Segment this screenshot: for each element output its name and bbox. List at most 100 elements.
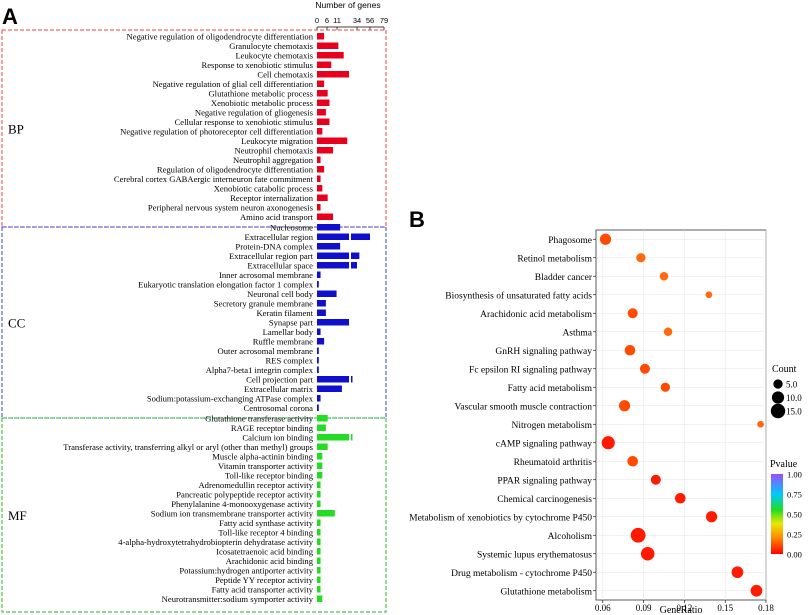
group-bp: BP Negative regulation of oligodendrocyte…: [1, 29, 387, 228]
count-legend-dot: [770, 403, 786, 419]
term-label: Neutrophil chemotaxis: [234, 146, 313, 156]
term-label: Outer acrosomal membrane: [218, 346, 314, 356]
term-bar: [317, 357, 319, 364]
term-label: Glutathione metabolic process: [208, 89, 313, 99]
pvalue-colorbar: [771, 474, 783, 554]
count-legend-label: 5.0: [786, 380, 798, 390]
term-label: Drug metabolism - cytochrome P450: [451, 569, 592, 579]
term-label: Xenobiotic catabolic process: [214, 184, 314, 194]
term-bar: [317, 243, 341, 250]
term-bar: [317, 586, 321, 593]
term-label: Granulocyte chemotaxis: [229, 41, 313, 51]
term-label: Peripheral nervous system neuron axonoge…: [148, 203, 314, 213]
term-bar: [317, 557, 321, 564]
term-label: Fatty acid metabolism: [508, 384, 593, 394]
term-label: Leukocyte migration: [241, 136, 314, 146]
term-bar: [317, 213, 334, 220]
term-bar: [317, 443, 328, 450]
panel-a-letter: A: [2, 4, 18, 29]
data-point: [706, 511, 718, 523]
count-legend-dot: [771, 391, 785, 404]
term-bar: [317, 194, 328, 201]
count-legend-dot: [773, 379, 783, 389]
term-label: RES complex: [265, 356, 313, 366]
term-label: Negative regulation of glial cell differ…: [153, 79, 314, 89]
group-label: MF: [8, 508, 27, 523]
top-axis-tick-label: 11: [333, 16, 341, 25]
term-label: Toll-like receptor binding: [225, 471, 314, 481]
term-label: Negative regulation of gliogenesis: [195, 108, 314, 118]
term-bar: [317, 472, 323, 479]
term-bar: [317, 52, 344, 59]
group-label: CC: [8, 316, 25, 331]
term-label: Negative regulation of photoreceptor cel…: [120, 127, 314, 137]
term-label: Phagosome: [548, 236, 592, 246]
term-bar: [317, 147, 334, 154]
term-bar: [317, 576, 321, 583]
term-label: Cell chemotaxis: [257, 70, 313, 80]
term-label: Arachidonic acid binding: [226, 556, 314, 566]
term-label: Rheumatoid arthritis: [514, 458, 593, 468]
term-bar: [317, 434, 350, 441]
term-bar: [317, 519, 321, 526]
term-label: Transferase activity, transferring alkyl…: [63, 442, 313, 452]
x-tick-label: 0.06: [595, 603, 611, 613]
term-label: Cerebral cortex GABAergic interneuron fa…: [114, 174, 314, 184]
term-bar: [317, 529, 321, 536]
term-bar: [317, 80, 325, 87]
data-point: [750, 584, 763, 597]
term-bar: [317, 109, 326, 116]
term-label: Chemical carcinogenesis: [497, 495, 592, 505]
panel-a-top-axis: 0 6 11 34 56 79: [315, 16, 388, 30]
term-label: Keratin filament: [256, 308, 313, 318]
term-label: Toll-like receptor 4 binding: [218, 528, 313, 538]
term-label: Inner acrosomal membrane: [219, 270, 313, 280]
term-label: Nitrogen metabolism: [512, 421, 593, 431]
panel-a-groups: BP Negative regulation of oligodendrocyte…: [1, 29, 387, 613]
term-bar: [317, 271, 321, 278]
term-label: Asthma: [562, 328, 592, 338]
colorbar-tick-label: 1.00: [787, 470, 802, 480]
term-label: Amino acid transport: [240, 212, 314, 222]
term-label: Nucleosome: [270, 223, 313, 233]
term-bar: [317, 328, 321, 335]
term-bar: [317, 347, 319, 354]
colorbar-tick-label: 0.00: [787, 550, 802, 560]
data-point: [731, 566, 744, 579]
term-label: Sodium ion transmembrane transporter act…: [151, 509, 314, 519]
term-label: Fatty acid transporter activity: [212, 585, 314, 595]
top-axis-tick-label: 56: [366, 16, 374, 25]
term-label: Eukaryotic translation elongation factor…: [138, 280, 314, 290]
colorbar-tick-label: 0.25: [787, 530, 802, 540]
data-point: [627, 308, 638, 319]
term-label: GnRH signaling pathway: [495, 347, 592, 357]
data-point: [639, 363, 650, 374]
term-bar: [317, 404, 319, 411]
term-bar: [317, 319, 350, 326]
term-label: Extracellular matrix: [244, 384, 314, 394]
term-label: Bladder cancer: [535, 273, 593, 283]
term-label: Xenobiotic metabolic process: [211, 98, 314, 108]
count-legend-title: Count: [772, 364, 797, 375]
term-label: Response to xenobiotic stimulus: [202, 60, 314, 70]
count-legend-label: 15.0: [786, 407, 802, 417]
term-label: RAGE receptor binding: [231, 423, 314, 433]
data-point: [636, 253, 646, 263]
panel-b-letter: B: [409, 207, 425, 232]
term-label: Vascular smooth muscle contraction: [455, 402, 593, 412]
term-label: Adrenomedullin receptor activity: [198, 480, 313, 490]
term-bar: [317, 510, 335, 517]
term-bar: [317, 290, 337, 297]
term-bar: [317, 61, 332, 68]
data-point: [601, 436, 615, 450]
term-label: Glutathione metabolism: [500, 587, 592, 597]
term-bar: [317, 366, 319, 373]
term-label: Negative regulation of oligodendrocyte d…: [127, 32, 314, 42]
term-bar: [317, 156, 321, 163]
term-bar: [317, 538, 321, 545]
pvalue-legend-title: Pvalue: [770, 459, 798, 470]
colorbar-tick-label: 0.75: [787, 490, 802, 500]
term-bar: [317, 309, 326, 316]
term-label: Receptor internalization: [230, 193, 314, 203]
